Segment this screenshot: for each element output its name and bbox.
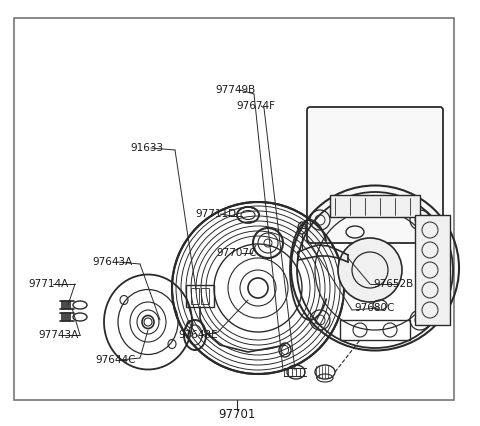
Text: 97749B: 97749B xyxy=(215,85,255,95)
Bar xyxy=(14,18,454,400)
FancyBboxPatch shape xyxy=(307,107,443,243)
Circle shape xyxy=(338,238,402,302)
Bar xyxy=(201,288,209,304)
Bar xyxy=(186,285,214,307)
Text: 97743A: 97743A xyxy=(38,330,78,340)
Text: 97714A: 97714A xyxy=(28,279,68,289)
Bar xyxy=(191,288,199,304)
Text: 97707C: 97707C xyxy=(216,248,256,258)
Bar xyxy=(330,195,420,217)
Text: 97711D: 97711D xyxy=(195,209,236,219)
Text: 97643E: 97643E xyxy=(178,330,217,340)
Text: 97680C: 97680C xyxy=(354,303,395,313)
Text: 97652B: 97652B xyxy=(373,279,413,289)
Text: 97644C: 97644C xyxy=(95,355,135,365)
Text: 97701: 97701 xyxy=(218,409,256,421)
Text: 97674F: 97674F xyxy=(236,101,275,111)
Text: 97643A: 97643A xyxy=(92,257,132,267)
Bar xyxy=(340,320,410,340)
Bar xyxy=(415,215,450,325)
Text: 91633: 91633 xyxy=(130,143,163,153)
